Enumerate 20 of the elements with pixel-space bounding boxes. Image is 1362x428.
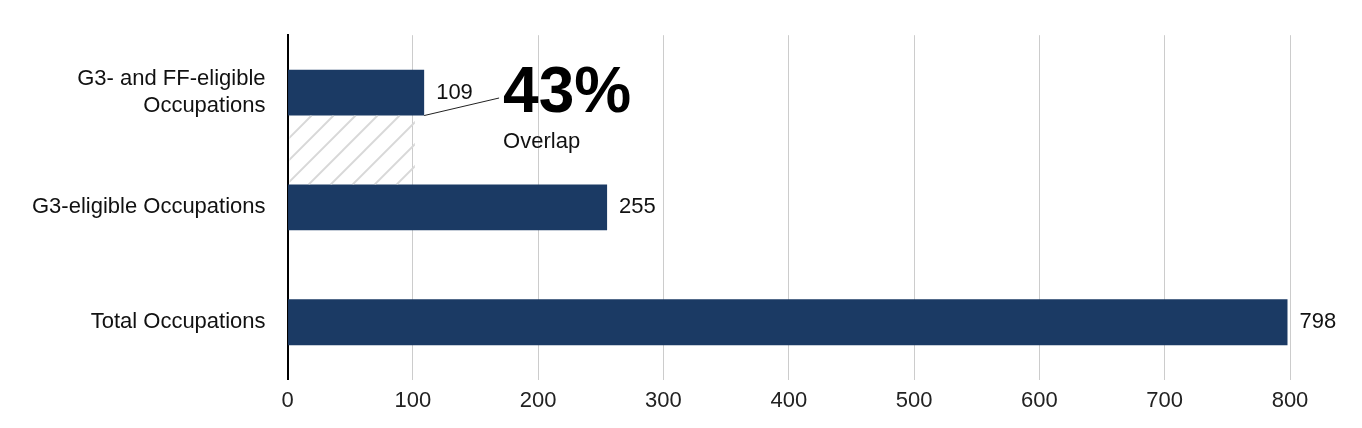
x-tick-label: 700 <box>1146 386 1184 412</box>
x-tick-label: 200 <box>519 386 557 412</box>
x-tick-label: 800 <box>1271 386 1309 412</box>
x-tick-label: 400 <box>770 386 808 412</box>
data-label: 109 <box>436 78 473 104</box>
bar <box>288 184 608 231</box>
x-tick-label: 300 <box>645 386 682 412</box>
data-label: 255 <box>619 193 656 219</box>
x-tick-label: 500 <box>895 386 933 412</box>
data-label: 798 <box>1299 308 1337 334</box>
annotation: 43% <box>503 54 632 126</box>
y-tick-label: G3-eligible Occupations <box>31 193 266 219</box>
bar <box>288 69 425 116</box>
y-tick-label: Total Occupations <box>90 308 266 334</box>
x-tick-label: 600 <box>1021 386 1058 412</box>
x-tick-label: 100 <box>394 386 432 412</box>
bar <box>288 299 1288 346</box>
y-tick-label: G3- and FF-eligible Occupations <box>77 65 266 117</box>
annotation: Overlap <box>503 128 581 153</box>
x-tick-label: 0 <box>281 386 294 412</box>
